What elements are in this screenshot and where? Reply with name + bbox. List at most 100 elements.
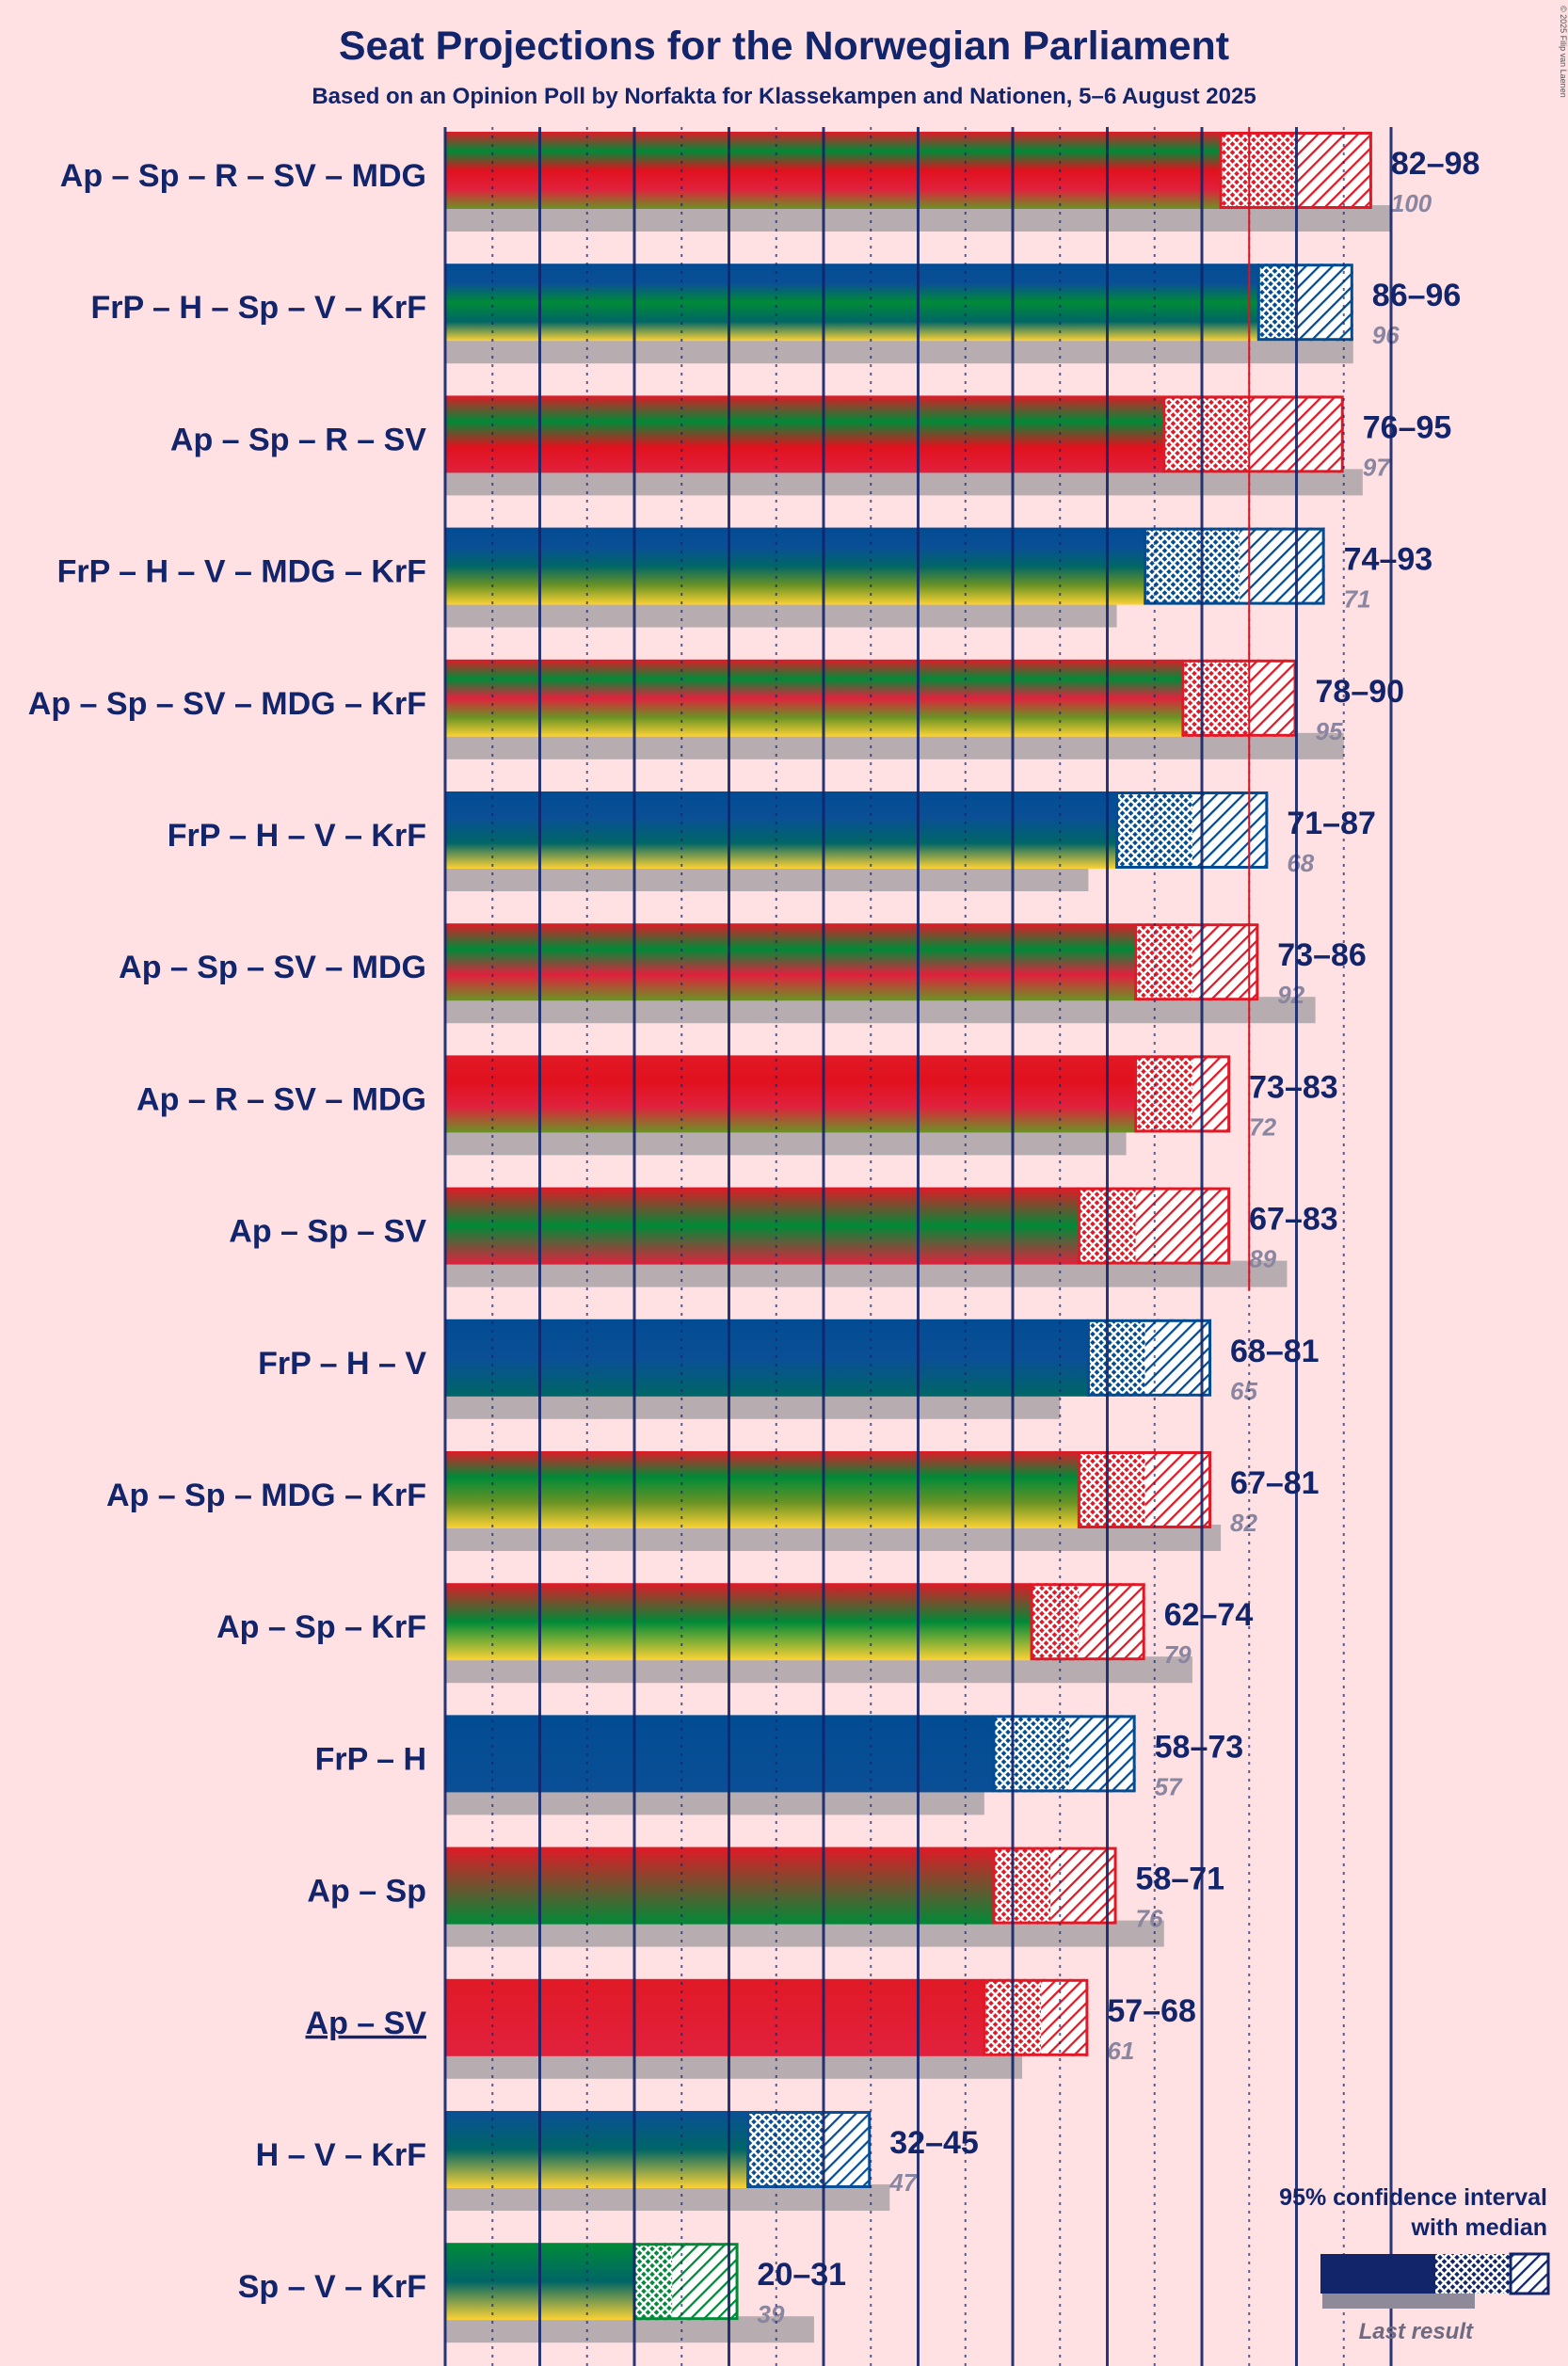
copyright-notice: © 2025 Filip van Laenen (1559, 6, 1568, 98)
last-result-label: 47 (888, 2168, 918, 2197)
range-label: 86–96 (1372, 278, 1462, 313)
ci-upper-half (672, 2243, 739, 2321)
ci-lower-half (1088, 1319, 1145, 1397)
solid-range-bar (445, 659, 1183, 737)
ci-outline (1134, 923, 1259, 1001)
ci-outline (1086, 1319, 1212, 1397)
solid-range-bar (445, 791, 1117, 869)
coalition-row: Ap – Sp – SV – MDG 73–86 92 (119, 923, 1367, 1024)
ci-upper-half (1041, 1978, 1089, 2056)
last-result-bar (445, 1920, 1164, 1947)
ci-lower-half (634, 2243, 673, 2321)
range-label: 62–74 (1164, 1597, 1254, 1633)
solid-range-bar (445, 1055, 1136, 1133)
ci-upper-half (1192, 1055, 1231, 1133)
ci-upper-half (1192, 923, 1259, 1001)
ci-lower-half (1258, 264, 1297, 342)
solid-range-bar (445, 1187, 1080, 1265)
coalition-row: FrP – H – Sp – V – KrF 86–96 96 (90, 264, 1462, 364)
range-label: 82–98 (1391, 146, 1480, 182)
coalition-label: Ap – R – SV – MDG (136, 1081, 426, 1117)
last-result-label: 65 (1230, 1377, 1257, 1405)
last-result-label: 57 (1155, 1772, 1183, 1800)
ci-lower-half (1144, 527, 1240, 605)
legend-title-line2: with median (1411, 2214, 1547, 2241)
ci-lower-half (1135, 1055, 1192, 1133)
coalition-label: FrP – H – Sp – V – KrF (90, 290, 426, 326)
ci-upper-half (1050, 1846, 1117, 1925)
legend-diagonal-hatch (1509, 2252, 1550, 2295)
ci-upper-half (1296, 132, 1372, 209)
ci-upper-half (1144, 1451, 1212, 1528)
ci-lower-half (1221, 132, 1297, 209)
chart-title: Seat Projections for the Norwegian Parli… (339, 24, 1229, 69)
ci-outline (1077, 1451, 1212, 1528)
range-label: 76–95 (1363, 409, 1452, 445)
range-label: 67–81 (1230, 1465, 1320, 1501)
coalition-row: Ap – Sp – R – SV 76–95 97 (170, 395, 1452, 496)
last-result-bar (445, 1128, 1127, 1156)
coalition-row: FrP – H – V – MDG – KrF 74–93 71 (57, 527, 1432, 628)
last-result-label: 97 (1363, 453, 1391, 481)
ci-outline (983, 1978, 1089, 2056)
legend-last-bar (1322, 2294, 1475, 2309)
coalition-row: Ap – Sp – R – SV – MDG 82–98 100 (60, 132, 1480, 232)
last-result-bar (445, 469, 1363, 496)
ci-upper-half (824, 2111, 872, 2188)
ci-outline (1115, 791, 1269, 869)
last-result-bar (445, 2316, 814, 2343)
ci-lower-half (1182, 659, 1250, 737)
last-result-bar (445, 865, 1089, 891)
last-result-bar (445, 1525, 1222, 1551)
last-result-label: 82 (1230, 1509, 1257, 1537)
coalition-label: H – V – KrF (256, 2137, 426, 2173)
solid-range-bar (445, 264, 1259, 342)
coalition-row: FrP – H – V 68–81 65 (258, 1319, 1320, 1419)
ci-lower-half (747, 2111, 824, 2188)
ci-outline (1144, 527, 1325, 605)
solid-range-bar (445, 1583, 1032, 1661)
ci-outline (992, 1846, 1117, 1925)
last-result-label: 95 (1316, 717, 1343, 745)
coalition-label: FrP – H – V (258, 1346, 426, 1382)
ci-outline (1134, 1055, 1231, 1133)
range-label: 73–83 (1249, 1069, 1338, 1105)
ci-outline (746, 2111, 872, 2188)
last-result-bar (445, 732, 1344, 759)
coalition-rows: Ap – Sp – R – SV – MDG 82–98 100 FrP – H – … (28, 132, 1480, 2343)
last-result-bar (445, 1392, 1061, 1419)
legend-solid (1320, 2254, 1435, 2294)
last-result-bar (445, 2052, 1023, 2079)
solid-range-bar (445, 395, 1164, 473)
ci-upper-half (1135, 1187, 1231, 1265)
legend: 95% confidence interval with median Last… (1279, 2184, 1550, 2344)
last-result-bar (445, 1656, 1192, 1684)
coalition-row: FrP – H 58–73 57 (315, 1715, 1244, 1815)
ci-lower-half (1135, 923, 1192, 1001)
solid-range-bar (445, 2111, 748, 2188)
last-result-label: 92 (1277, 981, 1304, 1009)
ci-upper-half (1069, 1715, 1136, 1793)
solid-range-bar (445, 923, 1136, 1001)
range-label: 67–83 (1249, 1202, 1338, 1238)
range-label: 20–31 (758, 2257, 847, 2293)
coalition-label: Ap – Sp – KrF (216, 1609, 426, 1645)
range-label: 73–86 (1277, 937, 1367, 973)
ci-lower-half (1163, 395, 1250, 473)
range-label: 32–45 (889, 2125, 979, 2161)
coalition-label: Ap – Sp – MDG – KrF (106, 1478, 426, 1513)
ci-upper-half (1249, 659, 1297, 737)
legend-cross-hatch (1435, 2254, 1511, 2294)
coalition-label: Ap – Sp – R – SV – MDG (60, 158, 426, 194)
coalition-label: Ap – SV (306, 2006, 427, 2041)
coalition-label: FrP – H (315, 1741, 426, 1777)
ci-outline (1030, 1583, 1145, 1661)
solid-range-bar (445, 1451, 1080, 1528)
last-result-bar (445, 997, 1316, 1024)
solid-range-bar (445, 1715, 994, 1793)
legend-title-line1: 95% confidence interval (1279, 2184, 1547, 2211)
range-label: 58–73 (1155, 1729, 1244, 1765)
coalition-label: Ap – Sp – SV – MDG (119, 950, 426, 985)
last-result-label: 96 (1372, 321, 1400, 349)
